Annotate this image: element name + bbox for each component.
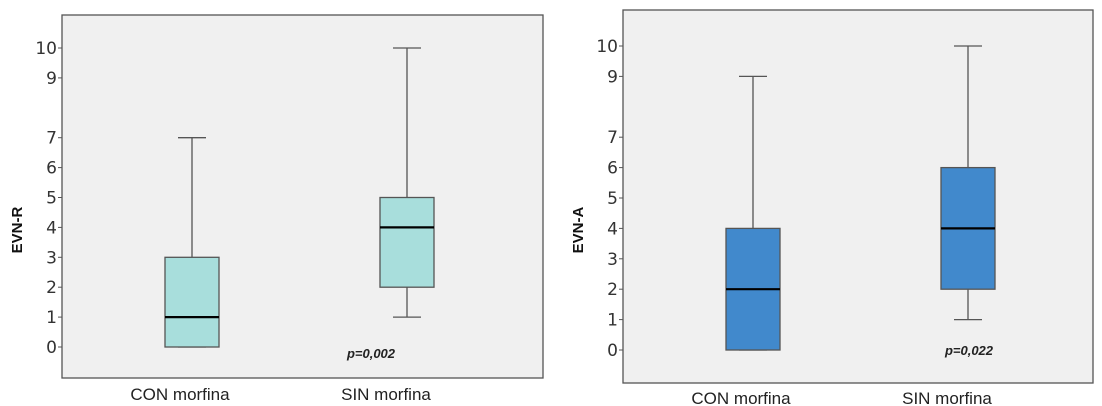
p-value-annotation: p=0,002	[346, 346, 396, 361]
y-tick-label: 5	[46, 189, 57, 209]
y-tick-label: 6	[46, 159, 57, 179]
y-tick-label: 9	[46, 69, 57, 89]
y-tick-label: 2	[46, 278, 57, 298]
y-tick-label: 3	[46, 248, 57, 268]
y-tick-label: 7	[46, 129, 57, 149]
iqr-box	[379, 196, 435, 288]
y-tick-label: 3	[607, 250, 618, 270]
category-label-con: CON morfina	[130, 385, 230, 404]
y-tick-label: 7	[607, 128, 618, 148]
category-label-sin: SIN morfina	[341, 385, 431, 404]
category-label-sin: SIN morfina	[902, 389, 992, 406]
p-value-annotation: p=0,022	[944, 343, 994, 358]
y-tick-label: 9	[607, 67, 618, 87]
plot-area	[622, 9, 1094, 384]
y-tick-label: 5	[607, 189, 618, 209]
y-axis-label: EVN-A	[570, 206, 587, 253]
y-tick-label: 4	[46, 218, 57, 238]
box-plot-evn-a: EVN-A 0 1 2 3 4 5 6 7 9 10 CON morfina SIN morfin…	[570, 9, 1094, 406]
plot-area	[61, 14, 544, 379]
y-tick-label: 6	[607, 159, 618, 179]
y-axis-label: EVN-R	[9, 206, 26, 253]
box-plot-evn-r: EVN-R 0 1 2 3 4 5 6 7 9 10 CON morfina SIN morfin…	[9, 14, 544, 404]
y-tick-label: 4	[607, 219, 618, 239]
y-tick-label: 10	[35, 39, 57, 59]
y-tick-label: 0	[607, 341, 618, 361]
y-tick-label: 10	[596, 37, 618, 57]
y-tick-label: 1	[46, 308, 57, 328]
iqr-box	[164, 256, 220, 348]
y-tick-label: 1	[607, 311, 618, 331]
y-tick-label: 0	[46, 338, 57, 358]
category-label-con: CON morfina	[691, 389, 791, 406]
y-tick-label: 2	[607, 280, 618, 300]
